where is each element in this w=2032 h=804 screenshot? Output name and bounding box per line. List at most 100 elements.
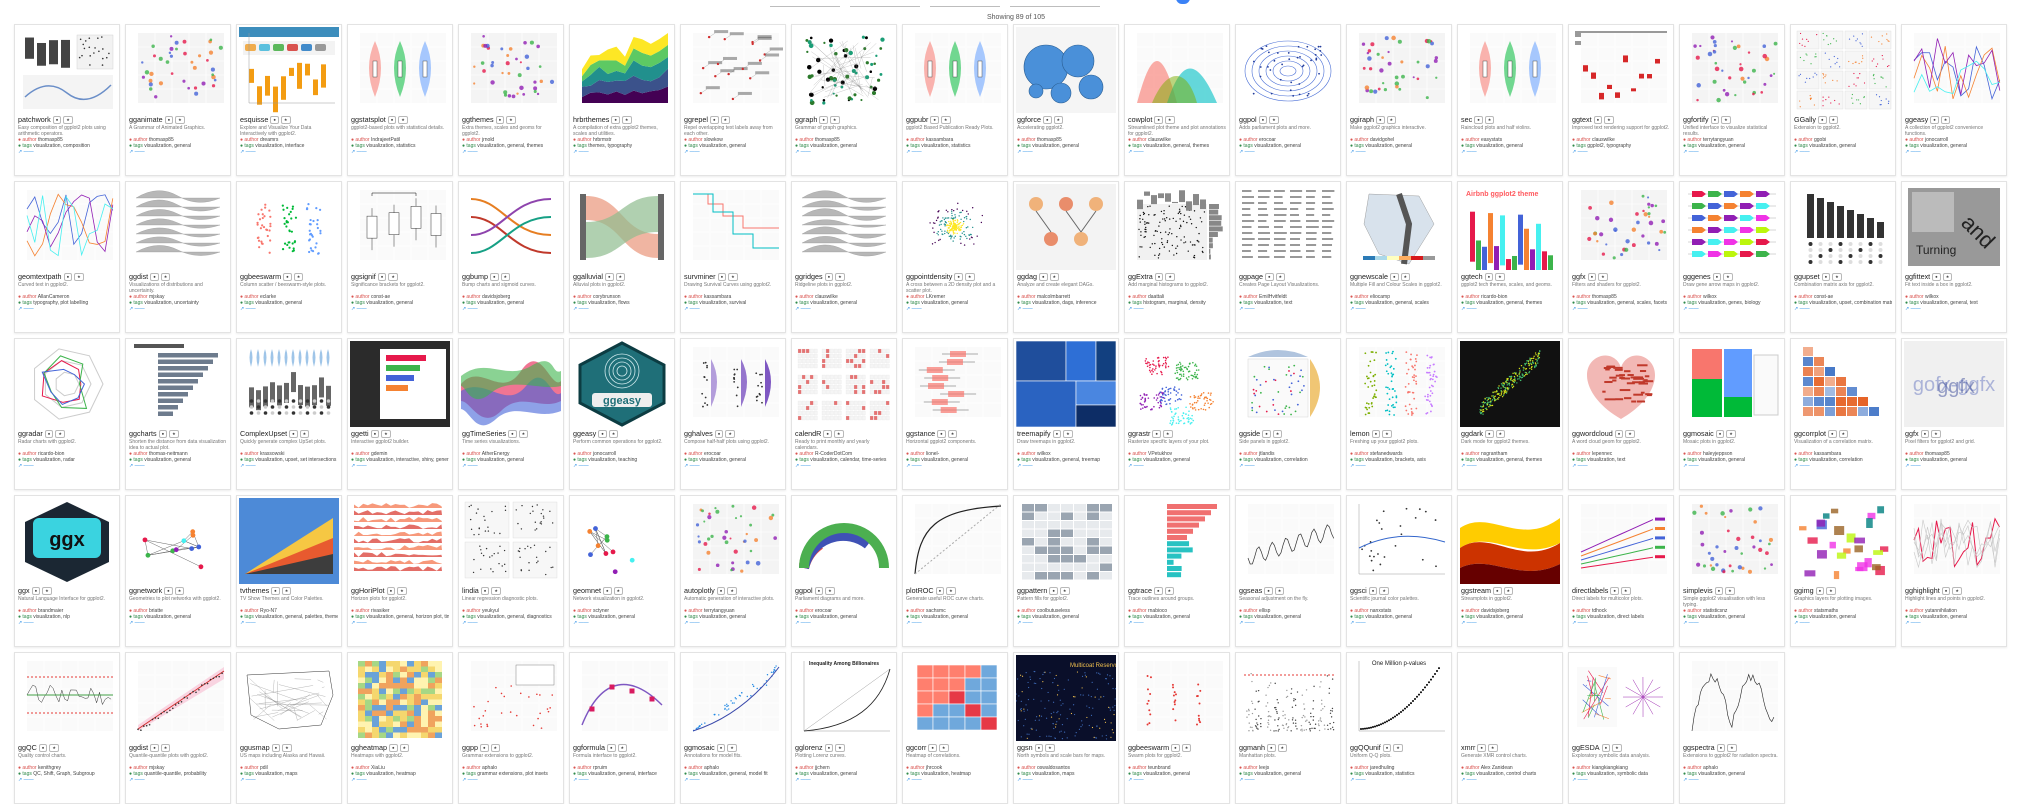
- gallery-link-icon[interactable]: ↗ ――: [1794, 620, 1892, 626]
- tag-list[interactable]: visualization, brackets, axis: [1365, 457, 1426, 463]
- tag-list[interactable]: visualization, general: [921, 300, 968, 306]
- package-card[interactable]: esquisse ● ★ Explore and Visualize Your …: [236, 24, 342, 176]
- gallery-link-icon[interactable]: ↗ ――: [1794, 306, 1892, 312]
- package-name[interactable]: ggpol: [795, 588, 813, 594]
- author-link[interactable]: yutannihilation: [1925, 608, 1957, 614]
- gallery-link-icon[interactable]: ↗ ――: [1683, 463, 1781, 469]
- thumbnail-image[interactable]: [350, 184, 450, 270]
- tag-list[interactable]: visualization, composition: [33, 143, 90, 149]
- github-icon[interactable]: ●: [1711, 116, 1720, 124]
- gallery-link-icon[interactable]: ↗ ――: [1461, 777, 1559, 783]
- package-card[interactable]: ggalluvial ● ★ Alluvial plots in ggplot2…: [569, 181, 675, 333]
- thumbnail-image[interactable]: [1460, 341, 1560, 427]
- gallery-link-icon[interactable]: ↗ ――: [795, 620, 893, 626]
- gallery-link-icon[interactable]: ↗ ――: [240, 463, 338, 469]
- author-link[interactable]: clauswilke: [1592, 137, 1615, 143]
- author-link[interactable]: daattali: [1148, 294, 1164, 300]
- package-card[interactable]: One Million p-values ggQQunif ● ★ Unifor…: [1346, 652, 1452, 804]
- package-card[interactable]: gggenes ● ★ Draw gene arrow maps in ggpl…: [1679, 181, 1785, 333]
- github-icon[interactable]: ●: [937, 430, 946, 438]
- github-icon[interactable]: ●: [1713, 273, 1722, 281]
- github-icon[interactable]: ●: [1259, 116, 1268, 124]
- package-card[interactable]: ggpubr ● ★ ggplot2 Based Publication Rea…: [902, 24, 1008, 176]
- package-name[interactable]: ggsignif: [351, 274, 376, 280]
- package-name[interactable]: ggdark: [1461, 431, 1483, 437]
- github-icon[interactable]: ●: [490, 273, 499, 281]
- thumbnail-image[interactable]: [905, 498, 1005, 584]
- package-card[interactable]: ggbeeswarm ● ★ Swarm plots for ggplot2. …: [1124, 652, 1230, 804]
- package-card[interactable]: plotROC ● ★ Generate useful ROC curve ch…: [902, 495, 1008, 647]
- author-link[interactable]: thomasp85: [38, 137, 63, 143]
- github-icon[interactable]: ●: [1154, 587, 1163, 595]
- tag-list[interactable]: visualization, general: [1698, 457, 1745, 463]
- thumbnail-image[interactable]: [1127, 27, 1227, 113]
- tag-list[interactable]: visualization, general: [1254, 771, 1301, 777]
- author-link[interactable]: rivasiker: [371, 608, 390, 614]
- gallery-link-icon[interactable]: ↗ ――: [573, 620, 671, 626]
- package-name[interactable]: ggnetwork: [129, 588, 162, 594]
- thumbnail-image[interactable]: Inequality Among Billionaires: [794, 655, 894, 741]
- gallery-link-icon[interactable]: ↗ ――: [1572, 463, 1670, 469]
- thumbnail-image[interactable]: [17, 184, 117, 270]
- tag-list[interactable]: visualization, general: [144, 457, 191, 463]
- package-name[interactable]: xmrr: [1461, 745, 1475, 751]
- thumbnail-image[interactable]: [1016, 341, 1116, 427]
- github-icon[interactable]: ●: [1493, 587, 1502, 595]
- package-name[interactable]: ggfortify: [1683, 117, 1709, 123]
- package-name[interactable]: lemon: [1350, 431, 1370, 437]
- tag-list[interactable]: visualization, general, scales, facets: [1587, 300, 1667, 306]
- github-icon[interactable]: ●: [45, 430, 54, 438]
- gallery-link-icon[interactable]: ↗ ――: [573, 306, 671, 312]
- package-card[interactable]: ggrastr ● ★ Rasterize specific layers of…: [1124, 338, 1230, 490]
- thumbnail-image[interactable]: [350, 341, 450, 427]
- package-name[interactable]: plotROC: [906, 588, 934, 594]
- package-card[interactable]: ggiraph ● ★ Make ggplot2 graphics intera…: [1346, 24, 1452, 176]
- github-icon[interactable]: ●: [930, 116, 939, 124]
- package-name[interactable]: ggrepel: [684, 117, 708, 123]
- github-icon[interactable]: ●: [389, 744, 398, 752]
- tag-list[interactable]: visualization, general, diagnostics: [477, 614, 552, 620]
- thumbnail-image[interactable]: [1127, 498, 1227, 584]
- package-card[interactable]: ggfortify ● ★ Unified interface to visua…: [1679, 24, 1785, 176]
- thumbnail-image[interactable]: [17, 27, 117, 113]
- tag-list[interactable]: visualization, general: [699, 143, 746, 149]
- package-name[interactable]: ggsci: [1350, 588, 1367, 594]
- package-card[interactable]: sec ● ★ Raincloud plots and half violins…: [1457, 24, 1563, 176]
- thumbnail-image[interactable]: [239, 498, 339, 584]
- thumbnail-image[interactable]: [1793, 498, 1893, 584]
- package-name[interactable]: gganimate: [129, 117, 163, 123]
- github-icon[interactable]: ●: [928, 744, 937, 752]
- package-card[interactable]: ggbump ● ★ Bump charts and sigmoid curve…: [458, 181, 564, 333]
- package-name[interactable]: ggeasy: [1905, 117, 1928, 123]
- author-link[interactable]: terrytangyuan: [1703, 137, 1734, 143]
- author-link[interactable]: jonocarroll: [1925, 137, 1948, 143]
- package-name[interactable]: esquisse: [240, 117, 268, 123]
- package-card[interactable]: geomtextpath ● ★ Curved text in ggplot2.…: [14, 181, 120, 333]
- thumbnail-image[interactable]: [1460, 27, 1560, 113]
- tag-list[interactable]: visualization, direct labels: [1587, 614, 1644, 620]
- package-name[interactable]: ggupset: [1794, 274, 1820, 280]
- gallery-link-icon[interactable]: ↗ ――: [795, 306, 893, 312]
- author-link[interactable]: thomasp85: [1925, 451, 1950, 457]
- package-name[interactable]: ggpol: [1239, 117, 1257, 123]
- author-link[interactable]: kassambara: [704, 294, 731, 300]
- gallery-link-icon[interactable]: ↗ ――: [1017, 777, 1115, 783]
- author-link[interactable]: pdil: [260, 765, 268, 771]
- author-link[interactable]: jhrcook: [926, 765, 942, 771]
- gallery-link-icon[interactable]: ↗ ――: [1572, 777, 1670, 783]
- gallery-link-icon[interactable]: ↗ ――: [1905, 149, 2003, 155]
- thumbnail-image[interactable]: One Million p-values: [1349, 655, 1449, 741]
- author-link[interactable]: stefanedwards: [1370, 451, 1403, 457]
- gallery-link-icon[interactable]: ↗ ――: [1350, 620, 1448, 626]
- thumbnail-image[interactable]: [905, 27, 1005, 113]
- tag-list[interactable]: visualization, genes, biology: [1698, 300, 1760, 306]
- author-link[interactable]: statsmaths: [1814, 608, 1838, 614]
- gallery-link-icon[interactable]: ↗ ――: [795, 463, 893, 469]
- thumbnail-image[interactable]: [1682, 341, 1782, 427]
- thumbnail-image[interactable]: [1793, 341, 1893, 427]
- github-icon[interactable]: ●: [1932, 273, 1941, 281]
- package-name[interactable]: sec: [1461, 117, 1472, 123]
- thumbnail-image[interactable]: [239, 27, 339, 113]
- gallery-link-icon[interactable]: ↗ ――: [1350, 306, 1448, 312]
- gallery-link-icon[interactable]: ↗ ――: [240, 777, 338, 783]
